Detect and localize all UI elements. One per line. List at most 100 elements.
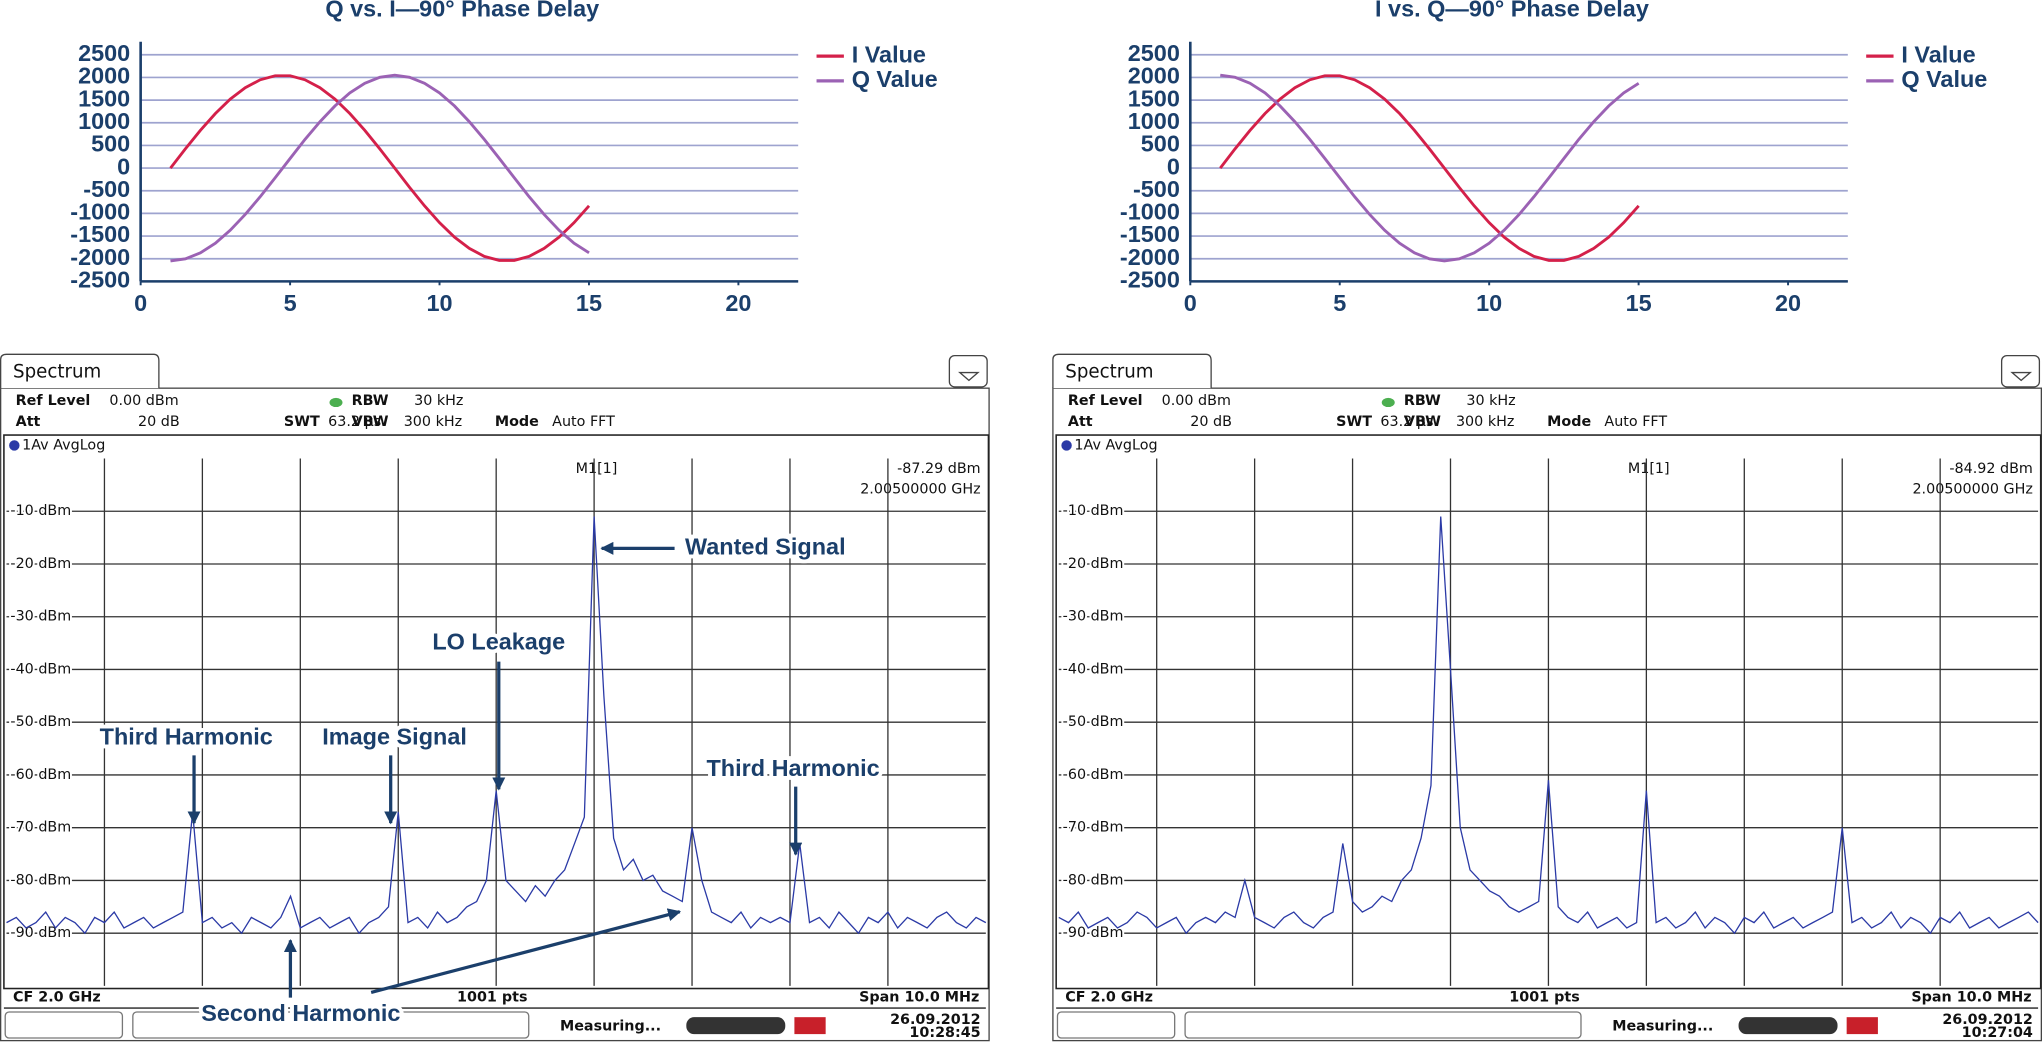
panel-text: -84.92 dBm [1949, 461, 2033, 477]
y-tick-label: -500 [83, 176, 130, 202]
y-tick-label: -80 dBm [1063, 872, 1124, 888]
panel-text: -87.29 dBm [897, 461, 981, 477]
y-tick-label: 2500 [1128, 40, 1180, 66]
panel-text: Mode [1547, 414, 1591, 430]
legend-label: I Value [852, 41, 926, 67]
status-box [1184, 1011, 1582, 1039]
y-tick-label: -2000 [70, 244, 130, 270]
series-line [1219, 74, 1640, 262]
legend-label: Q Value [1901, 66, 1987, 92]
x-tick-label: 10 [1476, 290, 1502, 316]
series-line [1220, 73, 1640, 263]
annotation: Image Signal [322, 724, 467, 750]
y-tick-label: 0 [117, 153, 130, 179]
x-tick-label: 0 [134, 290, 147, 316]
panel-text: 20 dB [138, 414, 180, 430]
panel-text: 30 kHz [1466, 393, 1515, 409]
panel-text: Auto FFT [552, 414, 615, 430]
panel-text: 26.09.2012 [890, 1012, 981, 1028]
y-tick-label: 1000 [1128, 108, 1180, 134]
panel-text: Att [1068, 414, 1093, 430]
rbw-dot [329, 397, 343, 408]
annotation: Second Harmonic [201, 1000, 400, 1026]
chart-title: Q vs. I—90° Phase Delay [325, 0, 599, 22]
status-box [1056, 1011, 1176, 1039]
trace [6, 516, 987, 935]
x-tick-label: 0 [1184, 290, 1197, 316]
y-tick-label: 2000 [78, 63, 130, 89]
y-tick-label: -2000 [1120, 244, 1180, 270]
annotation: Wanted Signal [685, 534, 846, 560]
y-tick-label: 2000 [1128, 63, 1180, 89]
panel-text: M1[1] [576, 461, 618, 477]
y-tick-label: -50 dBm [1063, 714, 1124, 730]
plot-border [1055, 434, 2042, 990]
panel-text: 26.09.2012 [1942, 1012, 2033, 1028]
status-box [132, 1011, 530, 1039]
y-tick-label: -70 dBm [10, 820, 71, 836]
y-tick-label: -60 dBm [10, 767, 71, 783]
x-tick-label: 20 [725, 290, 751, 316]
progress-bar [686, 1017, 786, 1035]
y-tick-label: 1500 [1128, 85, 1180, 111]
tab [0, 353, 160, 389]
panel-text: 0.00 dBm [109, 393, 178, 409]
y-tick-label: -1500 [1120, 221, 1180, 247]
panel-text: 300 kHz [1456, 414, 1514, 430]
y-tick-label: -50 dBm [10, 714, 71, 730]
panel-text: 20 dB [1190, 414, 1232, 430]
panel-text: Mode [495, 414, 539, 430]
panel-frame [0, 387, 990, 1042]
rbw-dot [1381, 397, 1395, 408]
y-tick-label: 500 [91, 131, 130, 157]
y-tick-label: -30 dBm [10, 609, 71, 625]
panel-text: Span 10.0 MHz [1911, 990, 2031, 1006]
y-tick-label: -20 dBm [10, 556, 71, 572]
y-tick-label: 1000 [78, 108, 130, 134]
y-tick-label: -1500 [70, 221, 130, 247]
tab-title: Spectrum [13, 362, 101, 383]
y-tick-label: -1000 [1120, 199, 1180, 225]
legend-label: Q Value [852, 66, 938, 92]
panel-text: 63.2 µs [328, 414, 381, 430]
y-tick-label: -30 dBm [1063, 609, 1124, 625]
annotation: LO Leakage [432, 629, 565, 655]
panel-text: Ref Level [1068, 393, 1143, 409]
y-tick-label: -10 dBm [10, 503, 71, 519]
panel-text: 10:28:45 [909, 1025, 980, 1041]
x-tick-label: 5 [284, 290, 297, 316]
panel-text: M1[1] [1628, 461, 1670, 477]
y-tick-label: 1500 [78, 85, 130, 111]
panel-text: 1Av AvgLog [22, 437, 105, 453]
panel-text: CF 2.0 GHz [1065, 990, 1153, 1006]
panel-text: Att [16, 414, 41, 430]
x-tick-label: 15 [1626, 290, 1652, 316]
y-tick-label: 500 [1141, 131, 1180, 157]
y-tick-label: -60 dBm [1063, 767, 1124, 783]
status-box [4, 1011, 124, 1039]
panel-text: 2.00500000 GHz [1912, 482, 2032, 498]
panel-text: SWT [284, 414, 320, 430]
panel-text: Measuring... [1612, 1018, 1713, 1034]
menu-icon [2000, 354, 2041, 388]
y-tick-label: -70 dBm [1063, 820, 1124, 836]
panel-text: 63.2 µs [1380, 414, 1433, 430]
annotation: Third Harmonic [706, 755, 879, 781]
panel-text: RBW [352, 393, 389, 409]
rec-icon [1846, 1017, 1878, 1035]
panel-text: Auto FFT [1604, 414, 1667, 430]
plot-border [3, 434, 990, 990]
menu-icon [948, 354, 988, 388]
panel-text: VBW [1404, 414, 1441, 430]
x-tick-label: 20 [1775, 290, 1801, 316]
rec-icon [794, 1017, 826, 1035]
y-tick-label: 0 [1167, 153, 1180, 179]
y-tick-label: -20 dBm [1063, 556, 1124, 572]
panel-text: Ref Level [16, 393, 91, 409]
panel-text: VBW [352, 414, 389, 430]
trace [1058, 516, 2039, 935]
x-tick-label: 5 [1333, 290, 1346, 316]
legend-label: I Value [1901, 41, 1975, 67]
x-tick-label: 10 [426, 290, 452, 316]
